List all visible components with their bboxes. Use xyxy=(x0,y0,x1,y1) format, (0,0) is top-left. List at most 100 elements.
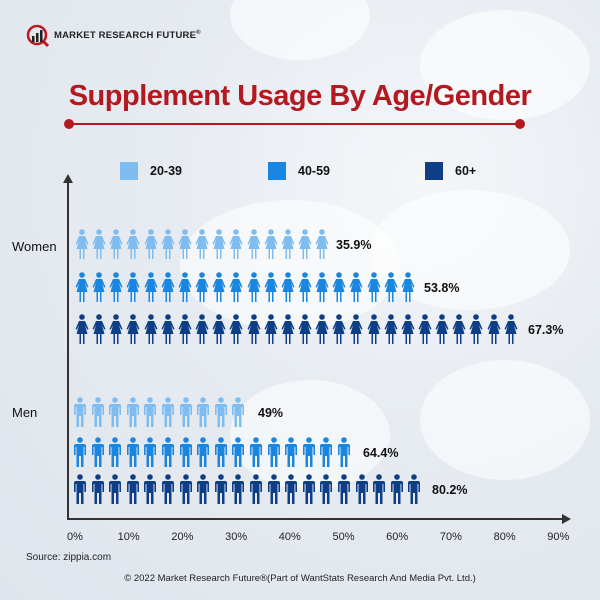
x-tick-label: 40% xyxy=(278,531,301,543)
male-person-icon xyxy=(126,437,139,467)
female-person-icon xyxy=(109,272,123,302)
female-person-icon xyxy=(212,272,226,302)
female-person-icon xyxy=(247,272,260,302)
male-person-icon xyxy=(179,474,192,504)
male-person-icon xyxy=(232,474,245,504)
female-person-icon xyxy=(384,272,398,302)
male-person-icon xyxy=(302,437,315,467)
female-person-icon xyxy=(349,314,363,344)
x-tick-label: 50% xyxy=(332,531,355,543)
male-person-icon xyxy=(285,474,298,504)
category-label-women: Women xyxy=(12,239,57,254)
legend-item-20-39: 20-39 xyxy=(120,162,182,180)
x-tick-label: 20% xyxy=(171,531,194,543)
female-person-icon xyxy=(92,229,106,259)
male-person-icon xyxy=(285,437,298,467)
female-person-icon xyxy=(144,229,158,259)
category-label-men: Men xyxy=(12,405,38,420)
female-person-icon xyxy=(298,229,312,259)
female-person-icon xyxy=(264,229,278,259)
female-person-icon xyxy=(109,229,123,259)
male-person-icon xyxy=(355,474,368,504)
male-person-icon xyxy=(250,474,262,504)
female-person-icon xyxy=(144,272,158,302)
female-person-icon xyxy=(212,229,226,259)
male-person-icon xyxy=(250,437,262,467)
divider-dot xyxy=(515,119,525,129)
bg-pill xyxy=(230,380,390,490)
female-person-icon xyxy=(349,272,363,302)
female-person-icon xyxy=(315,314,329,344)
bg-pill xyxy=(420,360,590,480)
female-person-icon xyxy=(367,272,381,302)
female-person-icon xyxy=(212,314,226,344)
value-label: 35.9% xyxy=(336,238,372,252)
male-person-icon xyxy=(390,474,403,504)
female-person-icon xyxy=(367,314,381,344)
legend-label: 20-39 xyxy=(150,164,182,178)
female-person-icon xyxy=(281,229,295,259)
male-person-icon xyxy=(197,437,210,467)
female-person-icon xyxy=(75,314,89,344)
male-person-icon xyxy=(338,437,350,467)
male-person-icon xyxy=(74,474,86,504)
male-person-icon xyxy=(144,397,157,427)
legend-item-40-59: 40-59 xyxy=(268,162,330,180)
x-tick-label: 10% xyxy=(117,531,140,543)
female-person-icon xyxy=(298,272,312,302)
female-person-icon xyxy=(504,314,518,344)
female-person-icon xyxy=(281,272,295,302)
value-label: 67.3% xyxy=(528,323,564,337)
female-person-icon xyxy=(161,272,175,302)
female-person-icon xyxy=(75,229,89,259)
value-label: 49% xyxy=(258,406,284,420)
x-tick-label: 60% xyxy=(386,531,409,543)
value-label: 64.4% xyxy=(363,446,399,460)
female-person-icon xyxy=(195,272,209,302)
male-person-icon xyxy=(232,437,245,467)
female-person-icon xyxy=(229,272,243,302)
male-person-icon xyxy=(162,397,174,427)
title-divider xyxy=(70,123,520,125)
female-person-icon xyxy=(161,314,175,344)
male-person-icon xyxy=(74,437,86,467)
divider-dot xyxy=(64,119,74,129)
female-person-icon xyxy=(469,314,483,344)
female-person-icon xyxy=(401,314,415,344)
bg-pill xyxy=(230,0,370,60)
male-person-icon xyxy=(162,474,174,504)
female-person-icon xyxy=(315,229,329,259)
male-person-icon xyxy=(373,474,386,504)
x-tick-label: 80% xyxy=(493,531,516,543)
female-person-icon xyxy=(144,314,158,344)
male-person-icon xyxy=(214,437,227,467)
logo-icon xyxy=(26,24,50,48)
male-person-icon xyxy=(144,437,157,467)
male-person-icon xyxy=(214,474,227,504)
male-person-icon xyxy=(320,474,333,504)
x-tick-label: 90% xyxy=(547,531,570,543)
brand-name: MARKET RESEARCH FUTURE® xyxy=(54,30,201,42)
female-person-icon xyxy=(126,314,140,344)
chart-title: Supplement Usage By Age/Gender xyxy=(68,80,532,112)
male-person-icon xyxy=(338,474,350,504)
legend-swatch xyxy=(268,162,286,180)
female-person-icon xyxy=(384,314,398,344)
male-person-icon xyxy=(91,397,104,427)
male-person-icon xyxy=(91,474,104,504)
male-person-icon xyxy=(109,437,122,467)
female-person-icon xyxy=(332,272,346,302)
y-axis-arrow xyxy=(63,174,73,183)
legend-label: 40-59 xyxy=(298,164,330,178)
male-person-icon xyxy=(126,397,139,427)
female-person-icon xyxy=(161,229,175,259)
legend-item-60-plus: 60+ xyxy=(425,162,476,180)
female-person-icon xyxy=(195,314,209,344)
male-person-icon xyxy=(302,474,315,504)
female-person-icon xyxy=(487,314,501,344)
value-label: 53.8% xyxy=(424,281,460,295)
female-person-icon xyxy=(229,229,243,259)
male-person-icon xyxy=(109,474,122,504)
female-person-icon xyxy=(401,272,415,302)
male-person-icon xyxy=(179,397,192,427)
